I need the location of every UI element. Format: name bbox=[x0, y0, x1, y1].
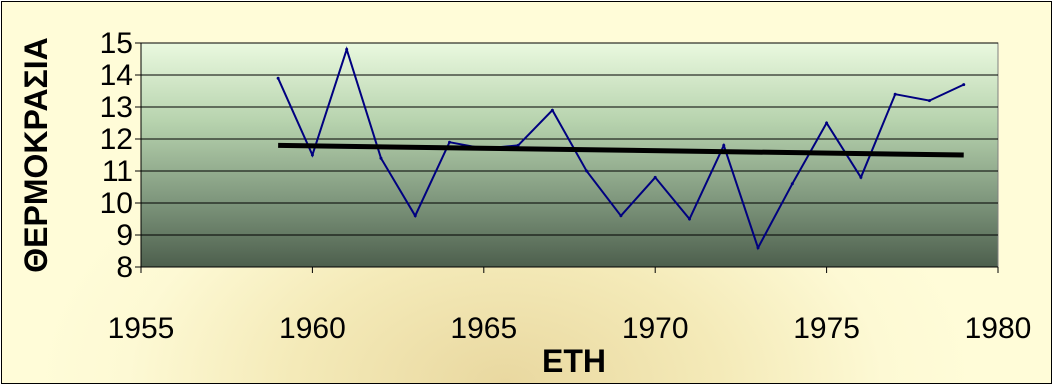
y-tick-label: 12 bbox=[100, 123, 133, 156]
data-point bbox=[516, 143, 520, 147]
y-tick-label: 11 bbox=[102, 155, 133, 188]
x-axis-title: ΕΤΗ bbox=[542, 343, 606, 379]
data-point bbox=[345, 47, 349, 51]
y-tick-label: 14 bbox=[100, 59, 133, 92]
y-axis-title: ΘΕΡΜΟΚΡΑΣΙΑ bbox=[18, 37, 54, 273]
data-point bbox=[962, 83, 966, 87]
x-tick-label: 1965 bbox=[450, 312, 517, 345]
x-tick-label: 1975 bbox=[793, 312, 860, 345]
y-tick-label: 9 bbox=[116, 219, 133, 252]
y-tick-label: 10 bbox=[100, 187, 133, 220]
data-point bbox=[379, 156, 383, 160]
axes bbox=[140, 43, 999, 273]
y-tick-label: 15 bbox=[100, 27, 133, 60]
data-point bbox=[413, 214, 417, 218]
data-point bbox=[756, 246, 760, 250]
data-point bbox=[825, 121, 829, 125]
x-tick-label: 1970 bbox=[622, 312, 689, 345]
x-tick-label: 1960 bbox=[279, 312, 346, 345]
y-tick-label: 8 bbox=[116, 251, 133, 284]
y-tick-label: 13 bbox=[100, 91, 133, 124]
x-tick-label: 1955 bbox=[108, 312, 175, 345]
data-point bbox=[276, 76, 280, 80]
data-point bbox=[448, 140, 452, 144]
data-point bbox=[790, 182, 794, 186]
trend-line bbox=[278, 142, 964, 158]
data-point bbox=[893, 92, 897, 96]
data-point bbox=[653, 175, 657, 179]
x-tick-label: 1980 bbox=[965, 312, 1032, 345]
gridlines bbox=[135, 42, 998, 268]
data-point bbox=[310, 153, 314, 157]
data-point bbox=[859, 175, 863, 179]
x-tick-labels: 1955 1960 1965 1970 1975 1980 bbox=[108, 312, 1032, 345]
data-point bbox=[687, 217, 691, 221]
trendline-layer bbox=[278, 142, 964, 158]
data-point bbox=[619, 214, 623, 218]
data-point bbox=[585, 169, 589, 173]
data-point bbox=[927, 99, 931, 103]
data-point bbox=[550, 108, 554, 112]
data-point bbox=[722, 143, 726, 147]
